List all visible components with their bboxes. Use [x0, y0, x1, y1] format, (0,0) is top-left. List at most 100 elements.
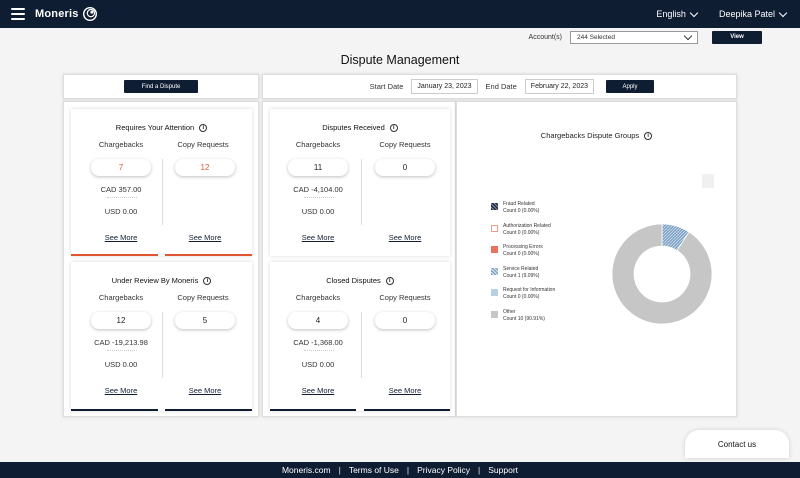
legend-label: Service Related	[503, 265, 539, 272]
legend-item[interactable]: Authorization Related Count 0 (0.00%)	[491, 223, 555, 237]
divider	[107, 350, 137, 351]
legend-count: Count 0 (0.00%)	[503, 208, 540, 214]
usd-amount: USD 0.00	[104, 360, 138, 369]
legend-swatch	[491, 246, 498, 253]
chevron-down-icon	[778, 8, 788, 17]
contact-us-button[interactable]: Contact us	[685, 430, 789, 458]
attention-card: Requires Your Attention i Chargebacks Co…	[71, 109, 252, 256]
status-bar	[71, 254, 158, 256]
info-icon[interactable]: i	[385, 276, 394, 285]
legend-swatch	[491, 310, 498, 318]
legend-count: Count 0 (0.00%)	[503, 294, 540, 300]
status-bar	[270, 409, 356, 411]
card-title-text: Under Review By Moneris	[111, 276, 199, 285]
footer-link-privacy[interactable]: Privacy Policy	[417, 465, 471, 475]
see-more-copy-requests-link[interactable]: See More	[188, 233, 222, 242]
top-bar: Moneris English Deepika Patel	[0, 0, 800, 28]
legend-label: Fraud Related	[503, 201, 535, 207]
chart-menu-icon[interactable]	[702, 174, 714, 188]
cad-amount: CAD -19,213.98	[94, 338, 148, 347]
legend-item[interactable]: Request for Information Count 0 (0.00%)	[491, 287, 555, 301]
legend-item[interactable]: Fraud Related Count 0 (0.00%)	[491, 201, 555, 215]
cad-amount: CAD -1,368.00	[293, 338, 343, 347]
see-more-chargebacks-link[interactable]: See More	[104, 233, 138, 242]
copy-requests-count[interactable]: 0	[375, 312, 435, 329]
language-dropdown[interactable]: English	[656, 8, 699, 19]
brand-logo[interactable]: Moneris	[35, 5, 99, 23]
see-more-chargebacks-link[interactable]: See More	[301, 386, 335, 395]
legend-item[interactable]: Processing Errors Count 0 (0.00%)	[491, 244, 555, 258]
cad-amount: CAD 357.00	[100, 185, 142, 194]
copy-requests-label: Copy Requests	[177, 293, 229, 302]
divider	[162, 159, 163, 225]
end-date-label: End Date	[485, 82, 517, 91]
divider	[162, 312, 163, 378]
user-name: Deepika Patel	[718, 9, 775, 19]
status-bar	[165, 409, 252, 411]
legend-item[interactable]: Service Related Count 1 (9.09%)	[491, 266, 555, 280]
menu-icon[interactable]	[11, 8, 25, 20]
chargebacks-chart-panel: Chargebacks Dispute Groups i Fraud Relat…	[456, 101, 737, 417]
chart-title-text: Chargebacks Dispute Groups	[540, 131, 640, 140]
legend-item[interactable]: Other Count 10 (90.91%)	[491, 309, 555, 323]
account-select[interactable]: 244 Selected	[570, 30, 698, 44]
apply-button[interactable]: Apply	[606, 80, 654, 93]
language-label: English	[656, 9, 686, 19]
status-bar	[71, 409, 158, 411]
account-label: Account(s)	[528, 33, 562, 41]
end-date-input[interactable]: February 22, 2023	[524, 79, 594, 94]
chargebacks-count[interactable]: 12	[91, 312, 151, 329]
chargebacks-label: Chargebacks	[98, 140, 144, 149]
card-title: Disputes Received i	[270, 123, 450, 132]
user-dropdown[interactable]: Deepika Patel	[718, 8, 788, 19]
info-icon[interactable]: i	[389, 123, 398, 132]
see-more-chargebacks-link[interactable]: See More	[104, 386, 138, 395]
chargebacks-count[interactable]: 11	[288, 159, 348, 176]
legend-label: Authorization Related	[503, 222, 551, 229]
footer-link-terms[interactable]: Terms of Use	[348, 465, 399, 475]
account-bar: Account(s) 244 Selected View	[0, 28, 800, 46]
chargebacks-label: Chargebacks	[98, 293, 144, 302]
copy-requests-label: Copy Requests	[379, 293, 431, 302]
footer-link-support[interactable]: Support	[488, 465, 519, 475]
copy-requests-count[interactable]: 12	[175, 159, 235, 176]
middle-column: Disputes Received i Chargebacks Copy Req…	[262, 101, 456, 417]
copy-requests-count[interactable]: 0	[375, 159, 435, 176]
chargebacks-count[interactable]: 7	[91, 159, 151, 176]
legend-swatch	[491, 289, 498, 296]
legend-count: Count 10 (90.91%)	[503, 315, 545, 322]
legend-swatch	[491, 224, 498, 232]
see-more-chargebacks-link[interactable]: See More	[301, 233, 335, 242]
card-title: Under Review By Moneris i	[71, 276, 252, 285]
chargebacks-label: Chargebacks	[295, 293, 341, 302]
review-card: Under Review By Moneris i Chargebacks Co…	[71, 262, 252, 411]
usd-amount: USD 0.00	[301, 207, 335, 216]
copy-requests-count[interactable]: 5	[175, 312, 235, 329]
footer-divider: |	[478, 465, 481, 475]
date-filter-panel: Start Date January 23, 2023 End Date Feb…	[262, 74, 737, 99]
donut-chart	[611, 223, 713, 325]
start-date-input[interactable]: January 23, 2023	[411, 79, 478, 94]
divider	[107, 197, 137, 198]
see-more-copy-requests-link[interactable]: See More	[388, 233, 422, 242]
received-card: Disputes Received i Chargebacks Copy Req…	[270, 109, 450, 256]
find-dispute-button[interactable]: Find a Dispute	[124, 80, 198, 93]
brand-name: Moneris	[35, 8, 79, 20]
usd-amount: USD 0.00	[301, 360, 335, 369]
footer-link-moneris[interactable]: Moneris.com	[281, 465, 331, 475]
see-more-copy-requests-link[interactable]: See More	[388, 386, 422, 395]
card-title-text: Disputes Received	[322, 123, 385, 132]
divider	[361, 312, 362, 378]
view-button[interactable]: View	[712, 30, 762, 44]
info-icon[interactable]: i	[203, 276, 212, 285]
info-icon[interactable]: i	[644, 131, 653, 140]
chart-legend: Fraud Related Count 0 (0.00%) Authorizatio…	[491, 201, 555, 330]
card-title: Requires Your Attention i	[71, 123, 252, 132]
moneris-logo-icon	[82, 6, 97, 22]
donut-slice[interactable]	[611, 223, 713, 325]
see-more-copy-requests-link[interactable]: See More	[188, 386, 222, 395]
chargebacks-label: Chargebacks	[295, 140, 341, 149]
info-icon[interactable]: i	[199, 123, 208, 132]
chargebacks-count[interactable]: 4	[288, 312, 348, 329]
legend-label: Request for Information	[503, 287, 556, 293]
